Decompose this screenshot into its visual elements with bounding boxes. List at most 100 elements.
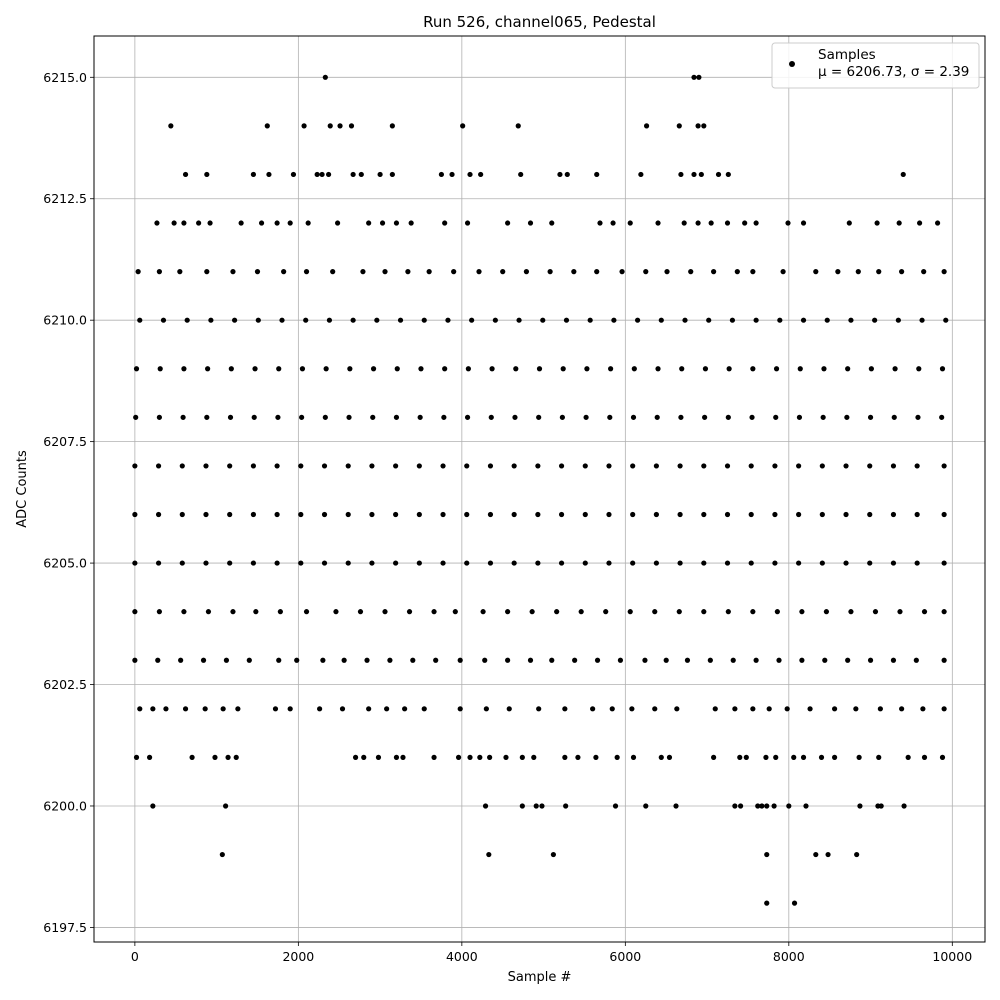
data-point [594,269,600,275]
data-point [400,754,406,760]
data-point [772,463,778,469]
data-point [180,414,186,420]
data-point [360,269,366,275]
data-point [619,269,625,275]
data-point [531,754,537,760]
data-point [154,220,160,226]
data-point [941,657,947,663]
data-point [630,560,636,566]
data-point [155,657,161,663]
data-point [915,414,921,420]
y-tick-label: 6200.0 [43,798,87,813]
data-point [673,803,679,809]
data-point [515,123,521,129]
data-point [653,463,659,469]
data-point [205,366,211,372]
data-point [617,657,624,663]
data-point [867,414,874,420]
data-point [612,803,619,809]
data-point [299,414,305,420]
x-tick-label: 0 [131,949,139,964]
legend-stats: μ = 6206.73, σ = 2.39 [818,64,969,80]
data-point [322,414,328,420]
data-point [487,511,494,518]
data-point [594,171,600,178]
data-point [920,706,926,712]
data-point [939,414,945,420]
data-point [467,754,473,760]
data-point [299,366,306,372]
data-point [182,706,189,712]
data-point [638,171,644,178]
data-point [132,609,138,615]
data-point [416,463,422,469]
data-point [607,414,613,420]
data-point [281,269,287,275]
data-point [771,803,777,809]
data-point [658,754,664,760]
data-point [941,706,947,712]
x-tick-label: 2000 [282,949,314,964]
data-point [676,123,682,129]
data-point [558,560,565,566]
data-point [393,560,399,566]
data-point [749,414,755,420]
x-axis-ticks: 0 2000 4000 6000 8000 10000 [131,942,972,964]
data-point [227,511,233,518]
data-point [750,609,756,615]
data-point [184,317,190,323]
data-point [941,269,947,275]
data-point [582,463,588,469]
y-tick-label: 6215.0 [43,70,87,85]
data-point [274,511,280,518]
data-point [330,269,336,275]
data-point [274,463,280,469]
data-point [921,269,927,275]
data-point [921,609,928,615]
data-point [634,317,641,323]
data-point [535,511,541,518]
data-point [610,220,616,226]
data-point [776,657,782,663]
data-point [726,366,732,372]
data-point [562,754,568,760]
data-point [563,317,570,323]
data-point [853,706,859,712]
data-point [666,754,673,760]
data-point [921,754,928,760]
data-point [339,706,346,712]
data-point [630,754,637,760]
data-point [772,511,778,518]
y-axis-label: ADC Counts [15,450,30,528]
data-point [225,754,231,760]
data-point [681,220,687,226]
data-point [557,171,563,178]
data-point [698,171,704,178]
plot-frame [93,35,986,943]
y-tick-label: 6212.5 [43,191,87,206]
data-point [219,851,225,858]
data-point [813,269,819,275]
data-point [868,366,874,372]
data-point [734,269,740,275]
data-point [558,511,565,518]
data-point [796,463,802,469]
data-point [872,609,879,615]
data-point [220,706,226,712]
data-point [695,220,701,226]
data-point [654,414,660,420]
data-point [408,220,414,226]
data-point [323,366,329,372]
data-point [294,657,300,663]
data-point [369,560,375,566]
data-point [696,74,702,80]
data-point [445,317,451,323]
data-point [941,511,947,518]
data-point [133,414,139,420]
data-point [725,414,731,420]
data-point [914,463,920,469]
data-point [597,220,603,226]
data-point [276,657,282,663]
data-point [748,511,754,518]
data-point [691,74,697,80]
